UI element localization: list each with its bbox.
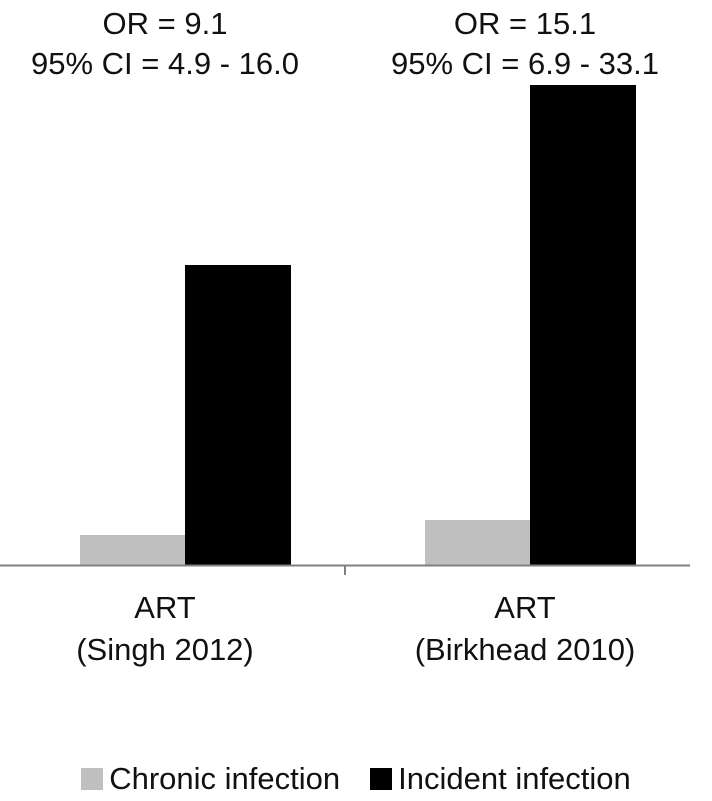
confidence-interval-label: 95% CI = 6.9 - 33.1 xyxy=(391,46,659,81)
odds-ratio-annotation: OR = 9.1 95% CI = 4.9 - 16.0 xyxy=(0,4,330,84)
legend: Chronic infection Incident infection xyxy=(0,760,712,798)
confidence-interval-label: 95% CI = 4.9 - 16.0 xyxy=(31,46,299,81)
x-tick-label: ART (Birkhead 2010) xyxy=(360,587,690,671)
odds-ratio-label: OR = 15.1 xyxy=(453,6,597,41)
bar-incident-infection xyxy=(185,265,291,565)
legend-label-incident: Incident infection xyxy=(398,761,631,796)
legend-swatch-chronic xyxy=(81,768,104,790)
bar-incident-infection xyxy=(530,85,636,565)
bar-chronic-infection xyxy=(425,520,531,565)
bar-chronic-infection xyxy=(80,535,186,565)
odds-ratio-annotation: OR = 15.1 95% CI = 6.9 - 33.1 xyxy=(360,4,690,84)
legend-entry-incident: Incident infection xyxy=(370,760,631,798)
legend-label-chronic: Chronic infection xyxy=(109,761,341,796)
odds-ratio-label: OR = 9.1 xyxy=(102,6,228,41)
x-tick-label: ART (Singh 2012) xyxy=(0,587,330,671)
category-label-line1: ART xyxy=(134,590,196,625)
legend-entry-chronic: Chronic infection xyxy=(81,760,340,798)
legend-swatch-incident xyxy=(370,768,393,790)
category-label-line1: ART xyxy=(494,590,556,625)
category-label-line2: (Singh 2012) xyxy=(76,632,254,667)
category-label-line2: (Birkhead 2010) xyxy=(414,632,636,667)
